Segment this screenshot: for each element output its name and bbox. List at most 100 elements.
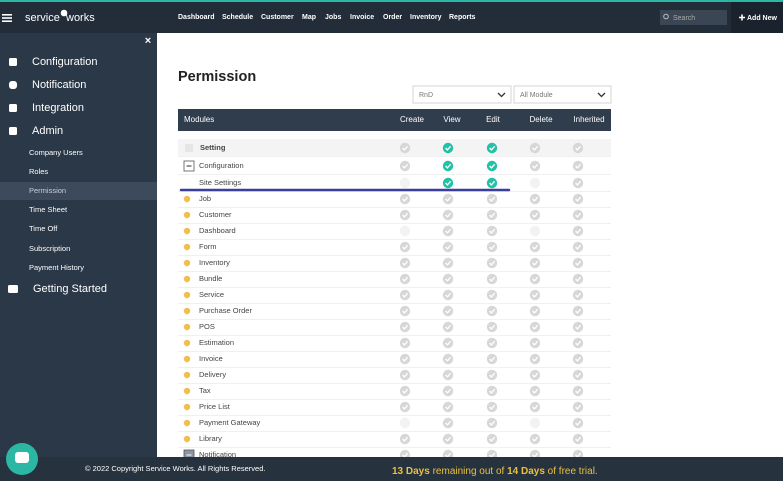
permission-toggle[interactable]: [572, 142, 584, 154]
permission-toggle[interactable]: [529, 321, 541, 333]
permission-toggle[interactable]: [529, 289, 541, 301]
submenu-item[interactable]: Company Users: [29, 148, 83, 157]
permission-toggle[interactable]: [529, 241, 541, 253]
permission-toggle[interactable]: [572, 257, 584, 269]
permission-toggle[interactable]: [486, 142, 498, 154]
permission-toggle[interactable]: [399, 142, 411, 154]
permission-toggle[interactable]: [486, 321, 498, 333]
permission-toggle[interactable]: [529, 273, 541, 285]
permission-toggle[interactable]: [442, 257, 454, 269]
permission-toggle[interactable]: [399, 273, 411, 285]
permission-toggle[interactable]: [442, 369, 454, 381]
permission-toggle[interactable]: [529, 193, 541, 205]
permission-toggle[interactable]: [529, 160, 541, 172]
permission-toggle[interactable]: [529, 142, 541, 154]
permission-toggle[interactable]: [572, 433, 584, 445]
permission-toggle[interactable]: [572, 353, 584, 365]
permission-toggle[interactable]: [529, 177, 541, 189]
permission-toggle[interactable]: [486, 289, 498, 301]
permission-toggle[interactable]: [442, 305, 454, 317]
permission-toggle[interactable]: [572, 160, 584, 172]
nav-link[interactable]: Dashboard: [178, 14, 215, 21]
permission-toggle[interactable]: [529, 369, 541, 381]
permission-toggle[interactable]: [399, 177, 411, 189]
permission-toggle[interactable]: [399, 160, 411, 172]
permission-toggle[interactable]: [442, 225, 454, 237]
permission-toggle[interactable]: [486, 209, 498, 221]
permission-toggle[interactable]: [399, 289, 411, 301]
permission-toggle[interactable]: [442, 289, 454, 301]
menu-icon[interactable]: [2, 14, 12, 16]
permission-toggle[interactable]: [529, 385, 541, 397]
menu-item[interactable]: Configuration: [32, 56, 97, 68]
permission-toggle[interactable]: [399, 257, 411, 269]
permission-toggle[interactable]: [529, 433, 541, 445]
submenu-item[interactable]: Roles: [29, 167, 48, 176]
permission-toggle[interactable]: [486, 305, 498, 317]
permission-toggle[interactable]: [399, 417, 411, 429]
permission-toggle[interactable]: [529, 417, 541, 429]
permission-toggle[interactable]: [572, 193, 584, 205]
permission-toggle[interactable]: [572, 337, 584, 349]
permission-toggle[interactable]: [572, 305, 584, 317]
permission-toggle[interactable]: [572, 209, 584, 221]
permission-toggle[interactable]: [399, 225, 411, 237]
permission-toggle[interactable]: [442, 401, 454, 413]
permission-toggle[interactable]: [529, 225, 541, 237]
permission-toggle[interactable]: [486, 337, 498, 349]
permission-toggle[interactable]: [572, 241, 584, 253]
submenu-item[interactable]: Time Off: [29, 224, 58, 233]
nav-link[interactable]: Map: [302, 14, 316, 21]
permission-toggle[interactable]: [486, 401, 498, 413]
submenu-item[interactable]: Payment History: [29, 263, 84, 272]
permission-toggle[interactable]: [399, 433, 411, 445]
permission-toggle[interactable]: [399, 193, 411, 205]
permission-toggle[interactable]: [442, 417, 454, 429]
permission-toggle[interactable]: [399, 305, 411, 317]
permission-toggle[interactable]: [486, 369, 498, 381]
permission-toggle[interactable]: [486, 353, 498, 365]
search-box[interactable]: [660, 10, 727, 25]
permission-toggle[interactable]: [486, 417, 498, 429]
permission-toggle[interactable]: [442, 241, 454, 253]
permission-toggle[interactable]: [442, 209, 454, 221]
nav-link[interactable]: Invoice: [350, 14, 374, 21]
permission-toggle[interactable]: [442, 353, 454, 365]
permission-toggle[interactable]: [399, 321, 411, 333]
nav-link[interactable]: Order: [383, 14, 402, 21]
permission-toggle[interactable]: [442, 273, 454, 285]
submenu-item[interactable]: Subscription: [29, 244, 70, 253]
permission-toggle[interactable]: [442, 337, 454, 349]
collapse-icon[interactable]: [185, 144, 193, 152]
permission-toggle[interactable]: [442, 321, 454, 333]
menu-icon[interactable]: [2, 20, 12, 22]
permission-toggle[interactable]: [442, 142, 454, 154]
permission-toggle[interactable]: [529, 353, 541, 365]
permission-toggle[interactable]: [529, 209, 541, 221]
permission-toggle[interactable]: [442, 193, 454, 205]
nav-link[interactable]: Customer: [261, 14, 294, 21]
permission-toggle[interactable]: [572, 273, 584, 285]
close-sidebar[interactable]: ×: [145, 35, 151, 47]
permission-toggle[interactable]: [572, 385, 584, 397]
permission-toggle[interactable]: [572, 417, 584, 429]
permission-toggle[interactable]: [442, 433, 454, 445]
menu-item[interactable]: Integration: [32, 102, 84, 114]
nav-link[interactable]: Inventory: [410, 14, 442, 21]
nav-link[interactable]: Reports: [449, 14, 476, 21]
permission-toggle[interactable]: [486, 225, 498, 237]
permission-toggle[interactable]: [486, 177, 498, 189]
add-new[interactable]: Add New: [747, 15, 778, 22]
permission-toggle[interactable]: [486, 160, 498, 172]
permission-toggle[interactable]: [572, 401, 584, 413]
permission-toggle[interactable]: [572, 321, 584, 333]
permission-toggle[interactable]: [399, 353, 411, 365]
permission-toggle[interactable]: [399, 209, 411, 221]
filter-select[interactable]: [513, 85, 612, 104]
permission-toggle[interactable]: [486, 241, 498, 253]
nav-link[interactable]: Schedule: [222, 14, 253, 21]
permission-toggle[interactable]: [572, 177, 584, 189]
menu-item[interactable]: Notification: [32, 79, 86, 91]
submenu-item[interactable]: Permission: [29, 186, 66, 195]
permission-toggle[interactable]: [486, 433, 498, 445]
